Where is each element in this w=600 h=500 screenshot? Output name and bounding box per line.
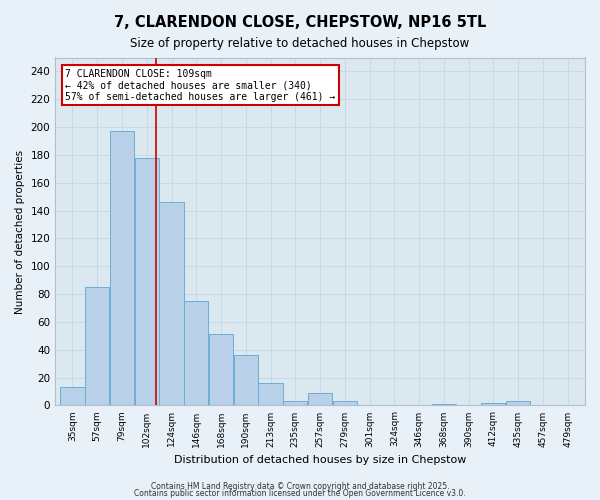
Bar — [160, 202, 184, 406]
Bar — [481, 402, 505, 406]
Text: 7, CLARENDON CLOSE, CHEPSTOW, NP16 5TL: 7, CLARENDON CLOSE, CHEPSTOW, NP16 5TL — [114, 15, 486, 30]
Bar — [234, 356, 258, 406]
Bar — [209, 334, 233, 406]
Bar — [61, 388, 85, 406]
Bar — [184, 301, 208, 406]
X-axis label: Distribution of detached houses by size in Chepstow: Distribution of detached houses by size … — [174, 455, 466, 465]
Bar — [134, 158, 159, 406]
Bar — [506, 402, 530, 406]
Text: 7 CLARENDON CLOSE: 109sqm
← 42% of detached houses are smaller (340)
57% of semi: 7 CLARENDON CLOSE: 109sqm ← 42% of detac… — [65, 68, 335, 102]
Text: Size of property relative to detached houses in Chepstow: Size of property relative to detached ho… — [130, 38, 470, 51]
Bar — [283, 402, 307, 406]
Bar — [259, 383, 283, 406]
Bar — [110, 132, 134, 406]
Y-axis label: Number of detached properties: Number of detached properties — [15, 150, 25, 314]
Bar — [308, 393, 332, 406]
Bar — [432, 404, 456, 406]
Text: Contains HM Land Registry data © Crown copyright and database right 2025.: Contains HM Land Registry data © Crown c… — [151, 482, 449, 491]
Text: Contains public sector information licensed under the Open Government Licence v3: Contains public sector information licen… — [134, 490, 466, 498]
Bar — [333, 402, 357, 406]
Bar — [85, 287, 109, 406]
